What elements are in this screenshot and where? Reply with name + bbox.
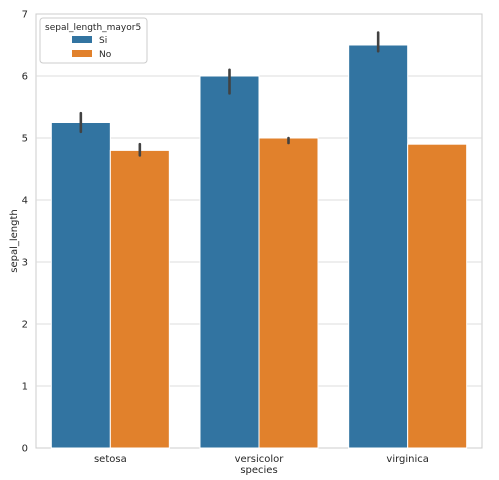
y-tick-label: 3: [22, 258, 28, 269]
y-tick-label: 7: [22, 10, 28, 21]
y-tick-label: 6: [22, 72, 28, 83]
y-tick-label: 0: [22, 444, 28, 455]
legend-swatch-si: [72, 36, 92, 43]
y-tick-labels: 0 1 2 3 4 5 6 7: [22, 10, 28, 455]
bar-virginica-si: [348, 44, 409, 449]
x-tick-label-virginica: virginica: [386, 454, 429, 465]
x-tick-label-setosa: setosa: [94, 454, 127, 465]
bar-setosa-si: [50, 122, 111, 449]
legend-frame: [39, 17, 148, 64]
y-tick-label: 5: [22, 134, 28, 145]
bar-virginica-no: [407, 143, 468, 449]
legend-label-no: No: [99, 50, 112, 60]
bar-versicolor-no: [258, 137, 319, 449]
x-tick-labels: setosa versicolor virginica: [94, 454, 429, 465]
legend: sepal_length_mayor5 Si No: [39, 17, 148, 64]
legend-label-si: Si: [99, 36, 107, 46]
error-bars: [79, 31, 380, 157]
x-axis-label: species: [240, 465, 277, 476]
y-tick-label: 2: [22, 320, 28, 331]
bar-versicolor-si: [199, 75, 260, 449]
legend-title: sepal_length_mayor5: [45, 23, 141, 33]
y-tick-label: 1: [22, 382, 28, 393]
bar-setosa-no: [109, 149, 170, 449]
x-tick-label-versicolor: versicolor: [235, 454, 285, 465]
legend-swatch-no: [72, 50, 92, 57]
y-tick-label: 4: [22, 196, 28, 207]
y-axis-label: sepal_length: [9, 209, 20, 273]
